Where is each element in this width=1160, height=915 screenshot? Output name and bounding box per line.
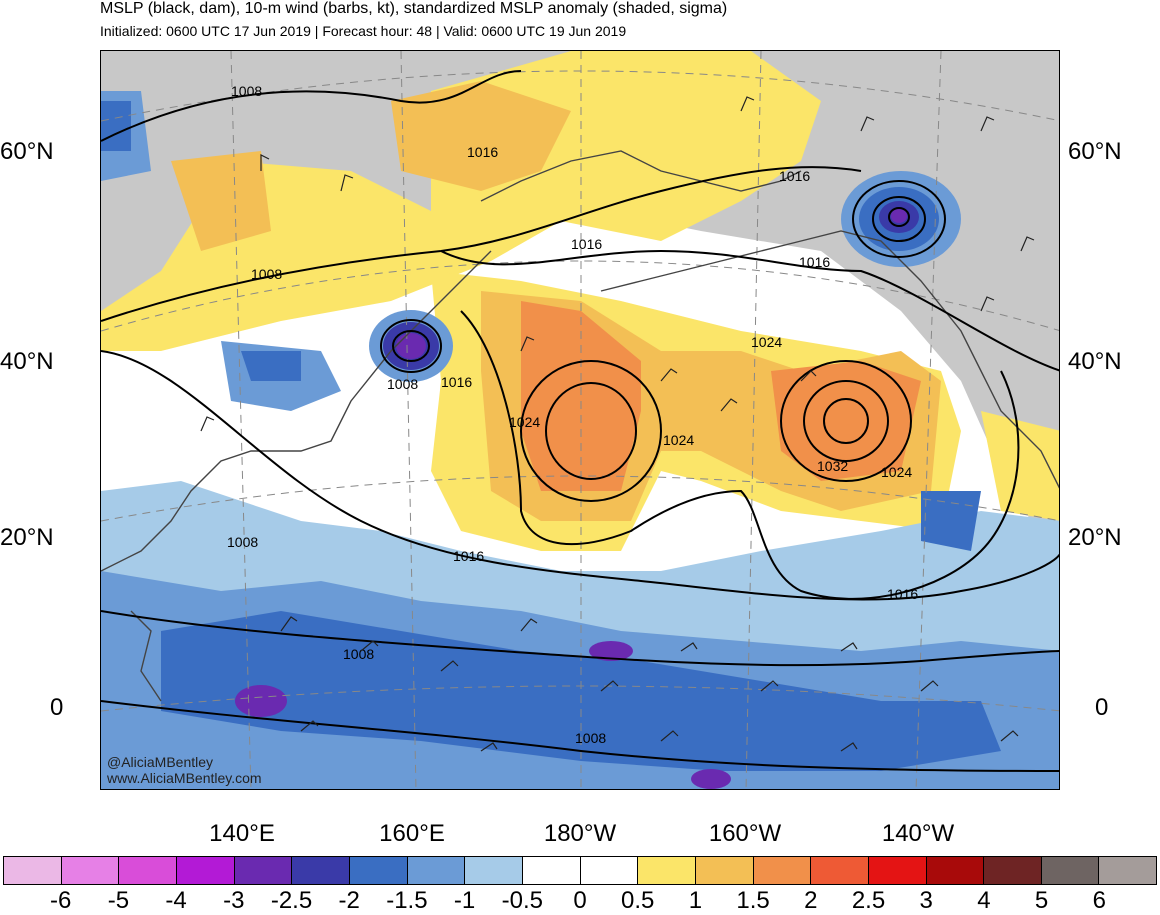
colorbar-tick-label: 0 xyxy=(573,887,587,914)
coastlines xyxy=(101,150,1059,702)
isobar-label: 1016 xyxy=(799,254,830,270)
colorbar-swatch xyxy=(753,857,812,884)
colorbar-tick-label: 1 xyxy=(688,887,703,914)
credit-handle: @AliciaMBentley xyxy=(107,754,214,770)
colorbar-tick-label: -5 xyxy=(107,887,130,914)
isobar-label: 1032 xyxy=(817,458,848,474)
colorbar-tick-label: 3 xyxy=(919,887,933,914)
colorbar-swatch xyxy=(4,857,62,884)
colorbar-tick-label: -1.5 xyxy=(386,887,428,914)
credit-website[interactable]: www.AliciaMBentley.com xyxy=(107,770,262,786)
isobar-label: 1016 xyxy=(571,236,602,252)
colorbar-tick-label: -2.5 xyxy=(270,887,313,914)
colorbar-swatch xyxy=(522,857,581,884)
map-canvas: 1008 1016 1016 1016 1016 1008 1008 1016 … xyxy=(101,51,1059,789)
colorbar-tick-label: -0.5 xyxy=(501,887,543,914)
colorbar-swatch xyxy=(580,857,639,884)
isobar-label: 1008 xyxy=(343,646,374,662)
colorbar-tick-label: 6 xyxy=(1092,887,1106,914)
colorbar-tick-label: 2.5 xyxy=(851,887,886,914)
isobar-label: 1008 xyxy=(387,376,418,392)
colorbar-swatch xyxy=(176,857,235,884)
lon-label: 160°W xyxy=(708,820,782,847)
isobar-label: 1016 xyxy=(467,144,498,160)
colorbar-swatch xyxy=(984,857,1042,884)
colorbar-tick-label: -3 xyxy=(223,887,245,914)
lat-label-right: 40°N xyxy=(1068,348,1122,375)
isobar-label: 1024 xyxy=(881,464,912,480)
colorbar-swatch xyxy=(119,857,177,884)
lat-label-right: 0 xyxy=(1095,694,1109,721)
wind-barbs xyxy=(200,96,1035,752)
lat-label-left: 0 xyxy=(50,694,64,721)
colorbar-swatch xyxy=(638,857,696,884)
colorbar-swatch xyxy=(926,857,985,884)
chart-subtitle: Initialized: 0600 UTC 17 Jun 2019 | Fore… xyxy=(100,23,627,39)
colorbar-tick-label: 0.5 xyxy=(621,887,655,914)
isobar-label: 1024 xyxy=(663,432,694,448)
isobar-label: 1016 xyxy=(453,548,484,564)
isobar-label: 1024 xyxy=(509,414,540,430)
isobar-label: 1008 xyxy=(227,534,258,550)
lat-label-left: 40°N xyxy=(0,348,54,375)
lon-label: 140°E xyxy=(209,820,275,847)
colorbar-tick-label: -1 xyxy=(453,887,476,914)
isobar-label: 1016 xyxy=(779,168,810,184)
lat-label-left: 60°N xyxy=(0,138,54,165)
isobar-labels: 1008 1016 1016 1016 1016 1008 1008 1016 … xyxy=(227,83,918,746)
colorbar-tick-label: -2 xyxy=(338,887,360,914)
colorbar xyxy=(3,856,1157,885)
colorbar-tick-label: 5 xyxy=(1034,887,1049,914)
colorbar-swatch xyxy=(811,857,869,884)
colorbar-swatch xyxy=(292,857,350,884)
isobar-label: 1024 xyxy=(751,334,782,350)
colorbar-swatch xyxy=(1099,857,1157,884)
lat-label-right: 60°N xyxy=(1068,138,1122,165)
anomaly-shading xyxy=(101,51,1059,789)
colorbar-swatch xyxy=(868,857,927,884)
lon-label: 180°W xyxy=(543,820,617,847)
colorbar-tick-label: -6 xyxy=(50,887,72,914)
colorbar-swatch xyxy=(1041,857,1100,884)
colorbar-swatch xyxy=(61,857,120,884)
colorbar-swatch xyxy=(349,857,408,884)
chart-title: MSLP (black, dam), 10-m wind (barbs, kt)… xyxy=(100,0,728,17)
colorbar-swatch xyxy=(234,857,293,884)
isobar-label: 1008 xyxy=(231,83,262,99)
lat-label-left: 20°N xyxy=(0,524,54,551)
isobar-label: 1008 xyxy=(251,266,282,282)
lat-label-right: 20°N xyxy=(1068,524,1122,551)
colorbar-swatch xyxy=(407,857,466,884)
weather-map: 1008 1016 1016 1016 1016 1008 1008 1016 … xyxy=(100,50,1060,790)
colorbar-tick-label: 4 xyxy=(977,887,991,914)
lon-label: 160°E xyxy=(379,820,445,847)
colorbar-tick-label: 2 xyxy=(804,887,818,914)
isobars xyxy=(101,70,1059,772)
isobar-label: 1016 xyxy=(887,586,918,602)
lon-label: 140°W xyxy=(881,820,955,847)
isobar-label: 1016 xyxy=(441,374,472,390)
colorbar-swatch xyxy=(695,857,754,884)
isobar-label: 1008 xyxy=(575,730,606,746)
colorbar-tick-label: -4 xyxy=(165,887,187,914)
colorbar-tick-label: 1.5 xyxy=(736,887,770,914)
colorbar-swatch xyxy=(465,857,523,884)
